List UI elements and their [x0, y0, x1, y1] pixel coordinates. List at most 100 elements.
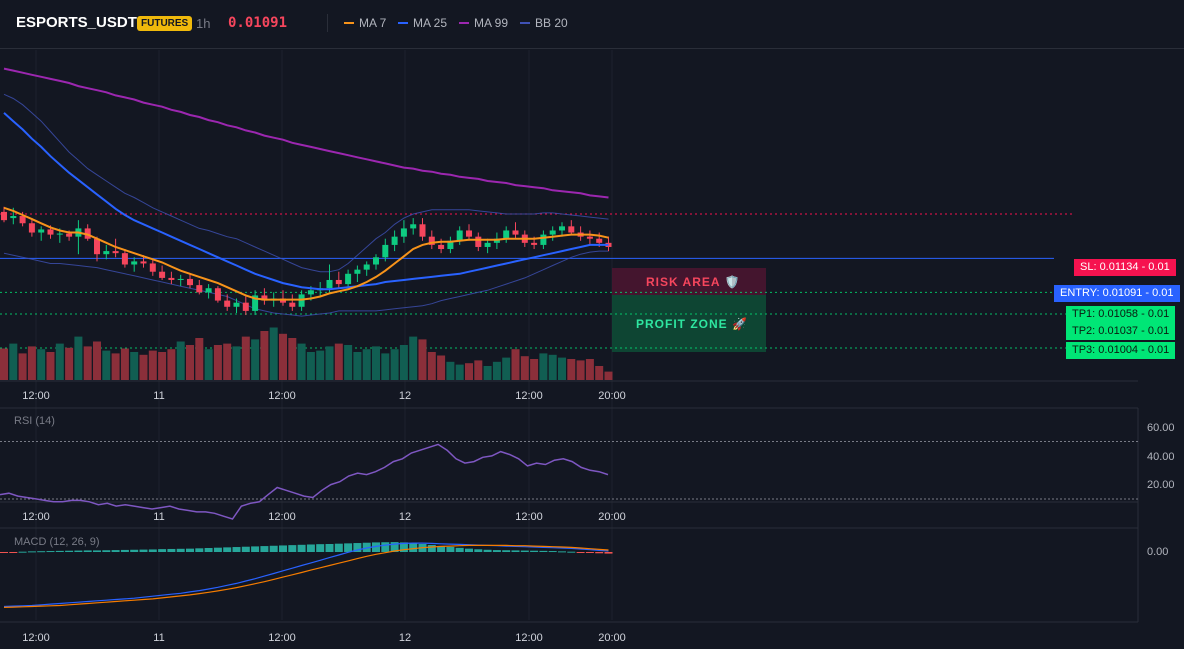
- macd-histogram-bar: [427, 544, 436, 552]
- volume-bar: [83, 346, 92, 380]
- candle-body: [512, 230, 519, 235]
- macd-histogram-bar: [399, 542, 408, 552]
- volume-bar: [27, 346, 36, 380]
- macd-histogram-bar: [585, 552, 594, 553]
- volume-bar: [111, 353, 120, 380]
- volume-bar: [390, 349, 399, 380]
- volume-bar: [595, 366, 604, 380]
- volume-bar: [158, 352, 167, 380]
- profit-zone: [612, 295, 766, 352]
- volume-bar: [483, 366, 492, 380]
- volume-bar: [130, 352, 139, 380]
- rsi-tick-20: 20.00: [1147, 479, 1175, 491]
- legend-ma99[interactable]: MA 99: [459, 16, 508, 30]
- candle-body: [1, 211, 7, 221]
- bb-upper-line: [3, 93, 609, 273]
- candle-body: [540, 234, 547, 245]
- time-label: 12:00: [515, 390, 543, 402]
- legend-ma7[interactable]: MA 7: [344, 16, 386, 30]
- macd-histogram-bar: [595, 552, 604, 554]
- volume-bar: [74, 336, 83, 380]
- time-label: 12:00: [22, 390, 50, 402]
- volume-bar: [37, 349, 46, 380]
- time-label: 12: [399, 511, 411, 523]
- legend-ma99-swatch: [459, 22, 469, 24]
- risk-area-label: RISK AREA 🛡️: [646, 275, 741, 289]
- time-label: 20:00: [598, 632, 626, 644]
- sl-tag: SL: 0.01134 - 0.01: [1074, 259, 1176, 276]
- macd-pane: [0, 542, 613, 608]
- macd-histogram-bar: [353, 543, 362, 552]
- symbol-name[interactable]: ESPORTS_USDT: [16, 14, 137, 31]
- legend-ma25[interactable]: MA 25: [398, 16, 447, 30]
- time-label: 20:00: [598, 390, 626, 402]
- volume-bar: [409, 336, 418, 380]
- volume-bar: [148, 350, 157, 380]
- macd-histogram-bar: [279, 545, 287, 552]
- macd-histogram-bar: [93, 550, 101, 552]
- volume-bar: [204, 349, 213, 380]
- volume-bar: [353, 352, 362, 380]
- volume-bar: [139, 354, 148, 380]
- level-lines: [0, 213, 1074, 349]
- candle-body: [10, 216, 17, 219]
- macd-histogram-bar: [409, 543, 418, 552]
- candle-body: [382, 244, 389, 258]
- macd-histogram-bar: [465, 548, 473, 552]
- candle-body: [307, 290, 314, 295]
- candle-body: [586, 236, 593, 239]
- candle-body: [354, 269, 361, 274]
- rsi-tick-60: 60.00: [1147, 422, 1175, 434]
- grid-lines: [0, 50, 1139, 623]
- candle-body: [559, 226, 565, 231]
- candle-body: [28, 223, 35, 233]
- volume-bar: [65, 347, 74, 380]
- timeframe-label[interactable]: 1h: [196, 16, 211, 31]
- volume-bar: [604, 371, 613, 380]
- volume-bar: [465, 363, 473, 380]
- volume-bar: [446, 361, 455, 380]
- time-label: 12:00: [515, 632, 543, 644]
- macd-histogram-bar: [158, 549, 167, 552]
- candle-body: [391, 236, 398, 245]
- profit-zone-label: PROFIT ZONE 🚀: [636, 317, 748, 331]
- candle-body: [19, 216, 26, 224]
- macd-histogram-bar: [372, 542, 380, 552]
- moving-averages: [3, 67, 609, 301]
- macd-histogram-bar: [9, 552, 18, 553]
- macd-histogram-bar: [548, 551, 557, 553]
- macd-histogram-bar: [232, 547, 241, 552]
- macd-histogram-bar: [325, 544, 334, 552]
- volume-bar: [334, 343, 343, 380]
- volume-bar: [316, 350, 325, 380]
- candle-body: [289, 302, 296, 307]
- volume-bar: [372, 346, 380, 380]
- volume-bar: [232, 346, 241, 380]
- macd-tick-0: 0.00: [1147, 546, 1169, 558]
- macd-histogram-bar: [446, 546, 455, 552]
- candle-body: [345, 273, 352, 285]
- volume-bar: [585, 359, 594, 380]
- volume-bar: [102, 350, 111, 380]
- macd-histogram-bar: [344, 543, 353, 552]
- macd-histogram-bar: [83, 550, 92, 552]
- tp2-tag: TP2: 0.01037 - 0.01: [1066, 323, 1176, 340]
- legend-ma7-swatch: [344, 22, 354, 24]
- macd-signal-line: [3, 544, 609, 608]
- volume-bar: [520, 356, 529, 380]
- legend-bb20[interactable]: BB 20: [520, 16, 568, 30]
- candle-body: [38, 229, 45, 233]
- candle-body: [484, 242, 491, 247]
- volume-bar: [576, 360, 585, 380]
- macd-histogram-bar: [455, 547, 464, 552]
- candle-body: [56, 233, 63, 235]
- volume-bar: [455, 364, 464, 380]
- candle-body: [168, 277, 175, 280]
- candle-body: [410, 224, 417, 229]
- volume-bar: [502, 357, 511, 380]
- volume-bar: [195, 338, 204, 380]
- risk-zone: [612, 268, 766, 295]
- time-label: 11: [153, 632, 164, 644]
- time-label: 11: [153, 390, 164, 402]
